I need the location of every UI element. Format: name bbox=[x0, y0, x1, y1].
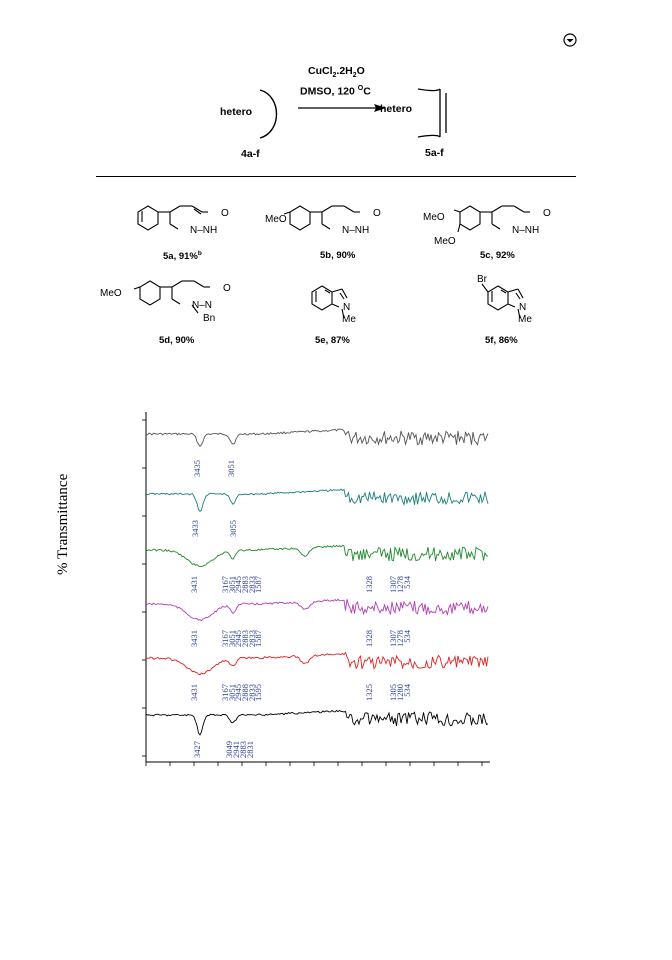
compound-5f-n: N bbox=[519, 302, 527, 313]
ir-peak-label: 3427 bbox=[192, 741, 202, 758]
compound-label-5a: 5a, 91%b bbox=[163, 250, 202, 263]
compound-5e-n: N bbox=[343, 302, 351, 313]
ir-peak-label: 2883 bbox=[240, 576, 250, 593]
scheme-divider bbox=[96, 176, 576, 177]
ir-peak-label: 3167 bbox=[220, 630, 230, 647]
reagent-conditions: DMSO, 120 OC bbox=[300, 85, 371, 98]
ir-y-axis-label: % Transmittance bbox=[55, 473, 71, 575]
ir-peak-label: 1278 bbox=[395, 630, 405, 647]
ir-peak-label: 2883 bbox=[238, 741, 248, 758]
ir-peak-label: 3431 bbox=[189, 576, 199, 593]
ir-peak-label: 1328 bbox=[364, 576, 374, 593]
ir-peak-label: 3167 bbox=[220, 576, 230, 593]
ir-peak-label: 3051 bbox=[226, 460, 236, 477]
reaction-arrow bbox=[298, 104, 386, 112]
ir-peak-label: 3051 bbox=[227, 630, 237, 647]
ir-peak-label: 2945 bbox=[233, 576, 243, 593]
ir-peak-label: 2833 bbox=[247, 576, 257, 593]
compound-label-5e: 5e, 87% bbox=[315, 335, 350, 346]
compound-label-5f: 5f, 86% bbox=[485, 335, 518, 346]
ir-peak-label: 1587 bbox=[253, 576, 263, 593]
ir-peak-label: 1328 bbox=[364, 630, 374, 647]
reactant-ring-bracket bbox=[259, 89, 278, 139]
product-label: 5a-f bbox=[425, 147, 444, 159]
ir-peak-label: 2883 bbox=[240, 630, 250, 647]
compound-label-5d: 5d, 90% bbox=[159, 335, 195, 346]
compound-5d-nn: N–N bbox=[192, 300, 213, 311]
ir-trace-5 bbox=[145, 651, 489, 676]
ir-trace-1 bbox=[146, 428, 489, 448]
ir-peak-label: 534 bbox=[402, 575, 412, 589]
ir-peak-label: 1307 bbox=[388, 576, 398, 593]
compound-5d-bn: Bn bbox=[203, 313, 216, 324]
reaction-scheme: hetero 4a-f CuCl2.2H2O DMSO, 120 OC hete… bbox=[0, 55, 672, 165]
compound-5c-nnh: N–NH bbox=[512, 225, 540, 236]
page-corner-icon bbox=[563, 33, 577, 47]
compound-5c-carbonyl: O bbox=[543, 208, 551, 219]
compound-structures bbox=[133, 205, 530, 319]
ir-peak-label: 1278 bbox=[395, 576, 405, 593]
ir-peak-label: 3167 bbox=[220, 684, 230, 701]
ir-peak-label: 3049 bbox=[224, 741, 234, 758]
product-hetero-text: hetero bbox=[380, 103, 413, 115]
ir-peak-label: 2833 bbox=[247, 630, 257, 647]
compound-5c-meo-bottom: MeO bbox=[434, 236, 456, 247]
compound-5b-meo: MeO bbox=[265, 214, 287, 225]
ir-peak-label: 1280 bbox=[395, 684, 405, 701]
compound-5b-carbonyl: O bbox=[373, 208, 381, 219]
ir-peak-label: 3431 bbox=[189, 684, 199, 701]
ir-peak-label: 1587 bbox=[253, 630, 263, 647]
ir-peak-label: 1305 bbox=[388, 684, 398, 701]
reagent-catalyst: CuCl2.2H2O bbox=[308, 65, 365, 80]
ir-peak-label: 3051 bbox=[227, 576, 237, 593]
compound-5a-nnh: N–NH bbox=[190, 225, 218, 236]
compound-5f-br: Br bbox=[477, 274, 487, 285]
ir-peak-label: 1307 bbox=[388, 630, 398, 647]
compound-5a-carbonyl: O bbox=[221, 208, 229, 219]
ir-peak-label: 3431 bbox=[189, 630, 199, 647]
ir-peak-label: 534 bbox=[402, 683, 412, 697]
ir-peak-label: 2941 bbox=[231, 741, 241, 758]
reactant-label: 4a-f bbox=[241, 148, 260, 160]
reactant-hetero-text: hetero bbox=[220, 106, 253, 118]
ir-peak-label: 3435 bbox=[192, 460, 202, 477]
ir-peak-label: 3051 bbox=[227, 684, 237, 701]
compound-5f-me: Me bbox=[518, 314, 532, 325]
ir-trace-2 bbox=[145, 488, 489, 513]
ir-peak-label: 2833 bbox=[247, 684, 257, 701]
ir-peak-label: 2945 bbox=[233, 684, 243, 701]
ir-peak-label: 2888 bbox=[240, 684, 250, 701]
ir-peak-label: 1325 bbox=[364, 684, 374, 701]
ir-trace-3 bbox=[145, 544, 489, 568]
compound-5e-me: Me bbox=[342, 314, 356, 325]
ir-peak-label: 1595 bbox=[253, 684, 263, 701]
ir-trace-6 bbox=[145, 709, 489, 736]
ir-peak-label: 3055 bbox=[228, 520, 238, 537]
compound-label-5b: 5b, 90% bbox=[320, 250, 356, 261]
ir-peak-label: 2831 bbox=[245, 741, 255, 758]
compound-5b-nnh: N–NH bbox=[342, 225, 370, 236]
product-ring-bracket bbox=[417, 88, 447, 138]
compound-5c-meo-top: MeO bbox=[423, 212, 445, 223]
ir-peak-label: 3433 bbox=[190, 520, 200, 537]
ir-peak-label: 2945 bbox=[233, 630, 243, 647]
compound-5d-meo: MeO bbox=[100, 288, 122, 299]
compound-label-5c: 5c, 92% bbox=[480, 250, 515, 261]
ir-peak-label: 534 bbox=[402, 629, 412, 643]
compound-5d-carbonyl: O bbox=[223, 283, 231, 294]
ir-trace-4 bbox=[145, 598, 489, 622]
